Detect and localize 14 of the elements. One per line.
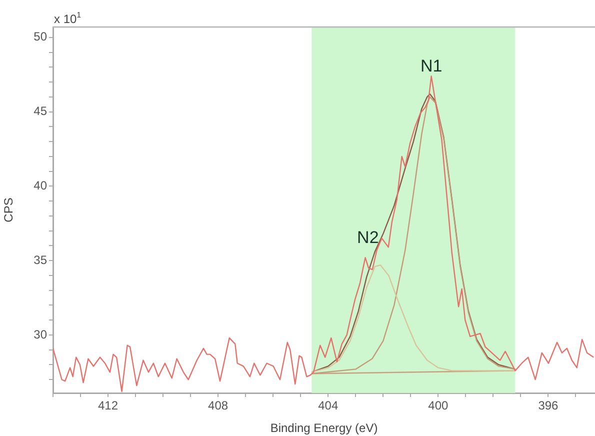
x-tick-label: 404 bbox=[318, 398, 338, 413]
y-tick-label: 35 bbox=[34, 252, 48, 267]
x-axis-title: Binding Energy (eV) bbox=[270, 421, 378, 436]
y-axis-title: CPS bbox=[2, 198, 16, 222]
x-tick-label: 408 bbox=[208, 398, 228, 413]
annotation: N2 bbox=[357, 228, 379, 247]
x-tick-label: 400 bbox=[428, 398, 449, 413]
annotation: N1 bbox=[420, 56, 442, 76]
y-tick-label: 45 bbox=[34, 104, 48, 118]
y-tick-label: 30 bbox=[34, 327, 48, 342]
y-tick-label: 40 bbox=[34, 178, 48, 193]
x-tick-label: 412 bbox=[98, 398, 118, 413]
x-tick-label: 396 bbox=[538, 398, 559, 413]
y-tick-label: 50 bbox=[34, 30, 48, 44]
